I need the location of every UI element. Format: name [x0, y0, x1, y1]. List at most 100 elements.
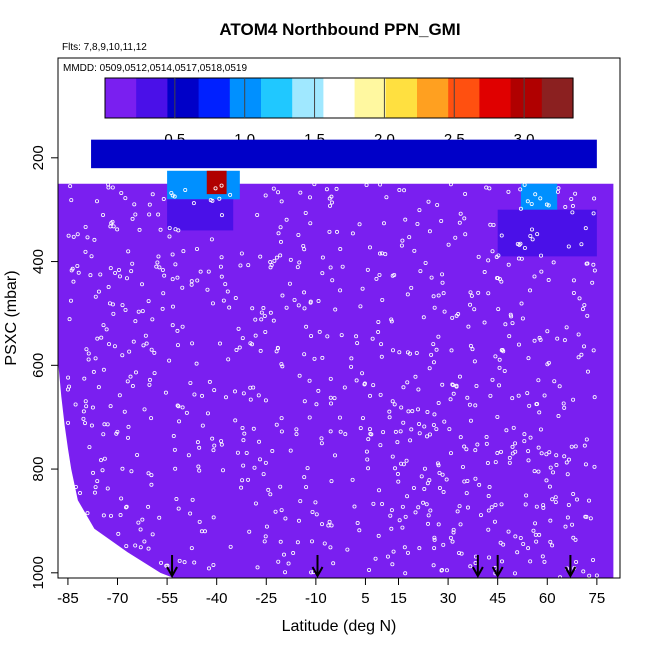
dates-label: MMDD: 0509,0512,0514,0517,0518,0519	[63, 63, 247, 74]
sample-point	[546, 278, 551, 283]
sample-point	[238, 263, 243, 268]
sample-point	[296, 232, 301, 237]
sample-point	[124, 505, 129, 510]
sample-point	[401, 420, 406, 425]
sample-point	[591, 211, 596, 216]
sample-point	[557, 384, 562, 389]
feature-sh_mid	[167, 199, 234, 231]
sample-point	[502, 368, 507, 373]
sample-point	[172, 447, 177, 452]
sample-point	[436, 334, 441, 339]
arrow-markers	[166, 555, 577, 579]
sample-point	[468, 290, 473, 295]
sample-point	[465, 505, 470, 510]
y-tick-label: 400	[30, 249, 47, 274]
sample-point	[147, 212, 152, 217]
sample-point	[207, 379, 212, 384]
sample-point	[195, 278, 200, 283]
sample-point	[534, 539, 539, 544]
sample-point	[173, 227, 178, 232]
sample-point	[581, 569, 586, 574]
colorbar-segment	[541, 78, 574, 118]
sample-point	[284, 217, 289, 222]
sample-point	[314, 402, 319, 407]
sample-point	[364, 183, 369, 188]
sample-point	[473, 403, 478, 408]
sample-point	[510, 451, 515, 456]
sample-point	[358, 426, 363, 431]
sample-point	[500, 559, 505, 564]
colorbar-segment	[167, 78, 200, 118]
sample-point	[367, 427, 372, 432]
sample-point	[99, 335, 104, 340]
sample-point	[163, 390, 168, 395]
sample-point	[425, 410, 430, 415]
sample-point	[170, 277, 175, 282]
sample-point	[284, 305, 289, 310]
sample-point	[192, 560, 197, 565]
sample-point	[170, 304, 175, 309]
sample-point	[497, 383, 502, 388]
sample-point	[503, 322, 508, 327]
sample-point	[488, 393, 493, 398]
sample-point	[546, 360, 551, 365]
sample-point	[513, 534, 518, 539]
y-tick-label: 200	[30, 145, 47, 170]
sample-point	[110, 185, 115, 190]
sample-point	[180, 324, 185, 329]
sample-point	[592, 395, 597, 400]
sample-point	[314, 512, 319, 517]
sample-point	[518, 241, 523, 246]
sample-point	[133, 543, 138, 548]
sample-point	[565, 472, 570, 477]
sample-point	[171, 434, 176, 439]
x-tick-label: 30	[440, 590, 457, 607]
sample-point	[555, 336, 560, 341]
sample-point	[421, 500, 426, 505]
sample-point	[270, 449, 275, 454]
sample-point	[374, 276, 379, 281]
sample-point	[210, 198, 215, 203]
sample-point	[305, 466, 310, 471]
sample-point	[189, 546, 194, 551]
sample-point	[526, 546, 531, 551]
sample-point	[509, 314, 514, 319]
sample-point	[218, 264, 223, 269]
sample-point	[570, 522, 575, 527]
flights-label: Flts: 7,8,9,10,11,12	[62, 42, 147, 53]
sample-point	[486, 508, 491, 513]
sample-point	[281, 552, 286, 557]
sample-point	[582, 443, 587, 448]
sample-point	[240, 336, 245, 341]
sample-point	[307, 415, 312, 420]
sample-point	[316, 299, 321, 304]
sample-point	[328, 376, 333, 381]
sample-point	[279, 416, 284, 421]
sample-point	[349, 356, 354, 361]
sample-point	[303, 210, 308, 215]
sample-point	[242, 431, 247, 436]
sample-point	[101, 212, 106, 217]
sample-point	[276, 190, 281, 195]
colorbar-segment	[448, 78, 480, 118]
sample-point	[312, 356, 317, 361]
sample-point	[376, 330, 381, 335]
sample-point	[176, 506, 181, 511]
sample-point	[418, 269, 423, 274]
sample-point	[320, 355, 325, 360]
sample-point	[587, 498, 592, 503]
sample-point	[258, 457, 263, 462]
sample-point	[271, 186, 276, 191]
sample-point	[550, 497, 555, 502]
sample-point	[205, 411, 210, 416]
sample-point	[116, 267, 121, 272]
sample-point	[124, 276, 129, 281]
sample-point	[358, 304, 363, 309]
sample-point	[378, 392, 383, 397]
sample-point	[257, 439, 262, 444]
sample-point	[533, 521, 538, 526]
sample-point	[592, 196, 597, 201]
sample-point	[329, 200, 334, 205]
sample-point	[248, 397, 253, 402]
sample-point	[107, 301, 112, 306]
